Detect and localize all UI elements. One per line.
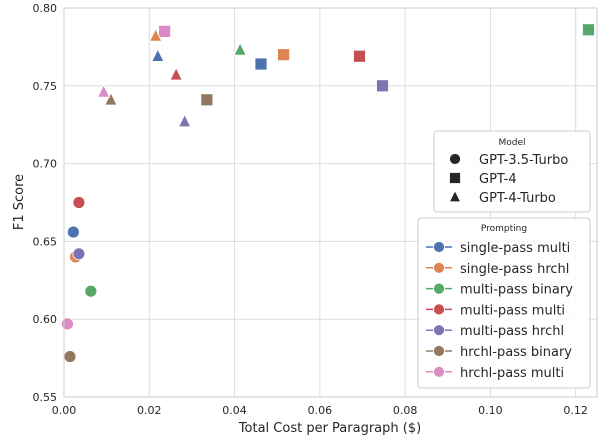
- prompting-legend-label: single-pass multi: [460, 241, 570, 256]
- y-tick-label: 0.60: [33, 313, 58, 326]
- y-tick-label: 0.55: [33, 391, 58, 404]
- data-point: [151, 48, 165, 62]
- data-point: [200, 93, 214, 107]
- model-legend-label: GPT-3.5-Turbo: [479, 153, 568, 168]
- data-point: [149, 28, 163, 42]
- prompting-legend-label: single-pass hrchl: [460, 262, 569, 277]
- data-point: [104, 92, 118, 106]
- data-point: [169, 67, 183, 81]
- prompting-legend-marker: [433, 345, 445, 357]
- data-point: [72, 247, 86, 261]
- data-point: [376, 79, 389, 93]
- data-points: [61, 23, 595, 363]
- y-tick-label: 0.80: [33, 2, 58, 15]
- data-point: [158, 24, 172, 38]
- x-tick-label: 0.00: [52, 404, 77, 417]
- prompting-legend-label: multi-pass multi: [460, 303, 565, 318]
- data-point: [72, 196, 86, 209]
- prompting-legend-title: Prompting: [481, 224, 527, 234]
- data-point: [254, 57, 268, 71]
- y-tick-label: 0.70: [33, 158, 58, 171]
- prompting-legend-marker: [433, 324, 445, 337]
- model-legend-marker: [449, 172, 461, 184]
- model-legend-label: GPT-4: [479, 172, 517, 187]
- x-tick-label: 0.06: [308, 404, 333, 417]
- y-axis-ticks: 0.55 0.60 0.65 0.70 0.75 0.80: [33, 2, 58, 404]
- data-point: [84, 284, 98, 298]
- prompting-legend-marker: [433, 303, 445, 316]
- x-tick-label: 0.12: [563, 404, 588, 417]
- y-tick-label: 0.75: [33, 80, 58, 93]
- data-point: [353, 49, 366, 63]
- x-tick-label: 0.10: [478, 404, 503, 417]
- model-legend-marker: [449, 153, 461, 165]
- prompting-legend-label: multi-pass binary: [460, 283, 573, 298]
- model-legend-box: [433, 130, 591, 213]
- data-point: [178, 113, 192, 128]
- data-point: [233, 42, 247, 56]
- data-point: [61, 317, 74, 331]
- model-legend: Model GPT-3.5-Turbo GPT-4 GPT-4-Turbo: [433, 130, 591, 213]
- model-legend-marker: [448, 189, 462, 203]
- data-point: [66, 225, 80, 239]
- x-axis-label: Total Cost per Paragraph ($): [238, 421, 421, 436]
- prompting-legend-label: hrchl-pass multi: [460, 366, 564, 381]
- x-axis-ticks: 0.00 0.02 0.04 0.06 0.08 0.10 0.12: [52, 404, 588, 417]
- plot-frame: [63, 7, 598, 398]
- x-tick-label: 0.02: [137, 404, 162, 417]
- prompting-legend-marker: [433, 261, 445, 274]
- prompting-legend-box: [417, 217, 591, 389]
- y-axis-label: F1 Score: [12, 174, 27, 230]
- data-point: [97, 84, 111, 98]
- model-legend-label: GPT-4-Turbo: [479, 191, 556, 206]
- prompting-legend-marker: [433, 282, 445, 295]
- prompting-legend: Prompting single-pass multi single-pass hr…: [417, 217, 591, 389]
- prompting-legend-label: multi-pass hrchl: [460, 324, 564, 339]
- prompting-legend-marker: [433, 241, 445, 253]
- prompting-legend-marker: [433, 365, 445, 378]
- prompting-legend-label: hrchl-pass binary: [460, 345, 572, 360]
- data-point: [582, 23, 595, 37]
- data-point: [277, 48, 290, 62]
- y-tick-label: 0.65: [33, 235, 58, 248]
- x-tick-label: 0.08: [393, 404, 418, 417]
- data-point: [63, 350, 77, 363]
- x-tick-label: 0.04: [222, 404, 247, 417]
- model-legend-title: Model: [498, 138, 525, 148]
